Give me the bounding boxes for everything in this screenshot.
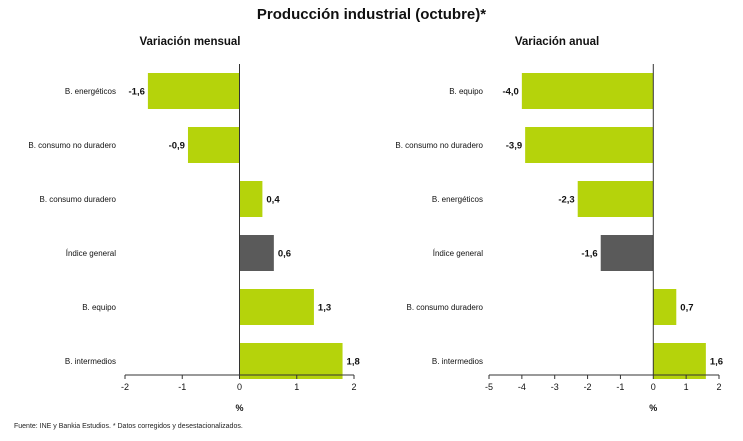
monthly-category-label-5: B. intermedios — [65, 357, 116, 366]
monthly-bar-4 — [239, 289, 314, 325]
annual-category-label-0: B. equipo — [449, 87, 483, 96]
monthly-variation-panel: Variación mensual B. energéticos -1,6 B. co… — [28, 36, 359, 413]
annual-tick-label-6: 1 — [684, 382, 689, 392]
annual-value-label-3: -1,6 — [581, 249, 597, 260]
monthly-value-label-4: 1,3 — [318, 303, 331, 314]
annual-tick-label-5: 0 — [651, 382, 656, 392]
monthly-value-label-0: -1,6 — [129, 87, 145, 98]
annual-bar-4 — [653, 289, 677, 325]
monthly-value-label-2: 0,4 — [266, 195, 280, 206]
annual-value-label-0: -4,0 — [502, 87, 518, 98]
monthly-subtitle: Variación mensual — [140, 36, 241, 48]
monthly-bar-0 — [147, 73, 240, 109]
annual-value-label-5: 1,6 — [710, 357, 723, 368]
monthly-category-label-2: B. consumo duradero — [40, 195, 117, 204]
annual-axis-title: % — [649, 403, 657, 413]
monthly-tick-label-3: 1 — [294, 382, 299, 392]
monthly-value-label-3: 0,6 — [278, 249, 291, 260]
monthly-category-label-4: B. equipo — [82, 303, 116, 312]
annual-value-label-4: 0,7 — [680, 303, 693, 314]
annual-tick-label-2: -3 — [551, 382, 559, 392]
monthly-category-label-1: B. consumo no duradero — [28, 141, 116, 150]
annual-bar-2 — [577, 181, 654, 217]
monthly-bar-2 — [239, 181, 263, 217]
annual-tick-label-7: 2 — [716, 382, 721, 392]
annual-tick-label-1: -4 — [518, 382, 526, 392]
monthly-bar-1 — [187, 127, 240, 163]
annual-tick-label-4: -1 — [616, 382, 624, 392]
monthly-value-label-1: -0,9 — [169, 141, 185, 152]
monthly-bar-5 — [239, 343, 343, 379]
monthly-axis-title: % — [235, 403, 243, 413]
annual-subtitle: Variación anual — [515, 36, 599, 48]
monthly-tick-label-0: -2 — [121, 382, 129, 392]
monthly-category-label-0: B. energéticos — [65, 87, 116, 96]
annual-bar-3 — [600, 235, 654, 271]
annual-tick-label-0: -5 — [485, 382, 493, 392]
annual-variation-panel: Variación anual B. equipo -4,0 B. consumo n… — [395, 36, 723, 413]
annual-category-label-2: B. energéticos — [432, 195, 483, 204]
annual-bar-1 — [525, 127, 654, 163]
monthly-tick-label-2: 0 — [237, 382, 242, 392]
source-footnote: Fuente: INE y Bankia Estudios. * Datos c… — [14, 423, 243, 430]
annual-category-label-4: B. consumo duradero — [407, 303, 484, 312]
annual-value-label-1: -3,9 — [506, 141, 522, 152]
annual-tick-label-3: -2 — [584, 382, 592, 392]
annual-value-label-2: -2,3 — [558, 195, 574, 206]
annual-category-label-5: B. intermedios — [432, 357, 483, 366]
annual-bar-5 — [653, 343, 706, 379]
monthly-tick-label-4: 2 — [351, 382, 356, 392]
monthly-bar-3 — [239, 235, 274, 271]
annual-category-label-1: B. consumo no duradero — [395, 141, 483, 150]
monthly-value-label-5: 1,8 — [347, 357, 360, 368]
annual-bar-0 — [521, 73, 654, 109]
monthly-tick-label-1: -1 — [178, 382, 186, 392]
annual-category-label-3: Índice general — [433, 249, 483, 258]
chart-main-title: Producción industrial (octubre)* — [256, 6, 487, 23]
monthly-category-label-3: Índice general — [66, 249, 116, 258]
